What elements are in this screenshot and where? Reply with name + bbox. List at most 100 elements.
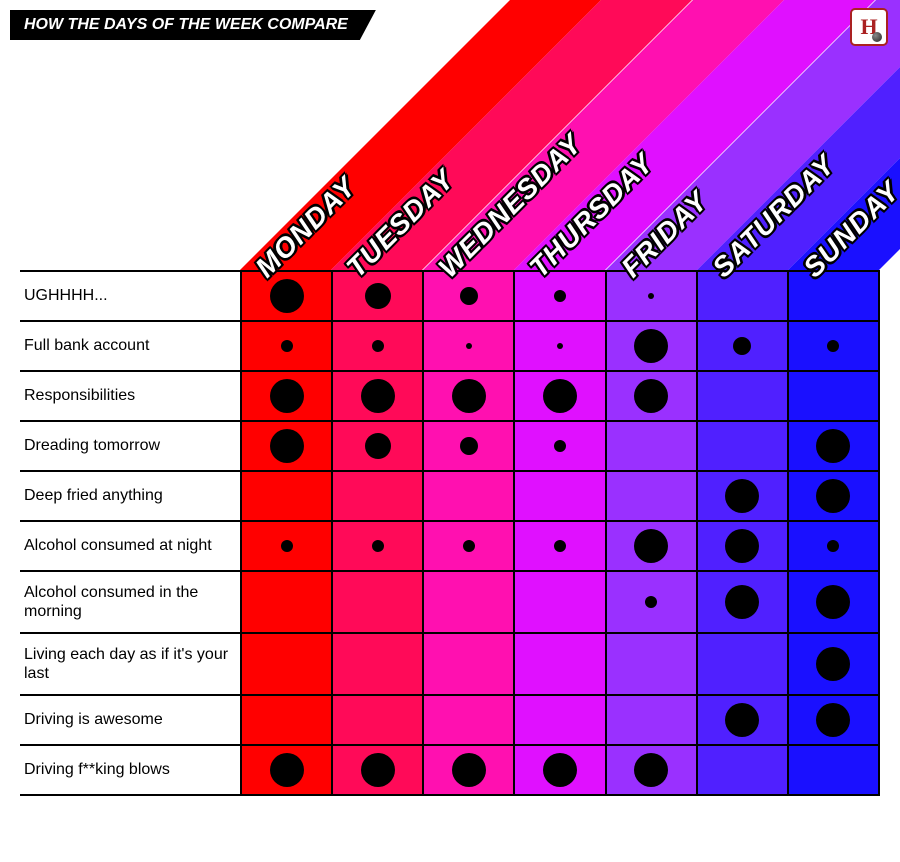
cell [696, 696, 787, 744]
cell [422, 272, 513, 320]
cell [696, 522, 787, 570]
cell [331, 472, 422, 520]
value-dot-icon [725, 529, 759, 563]
row-label: Living each day as if it's your last [20, 634, 240, 694]
table-row: Dreading tomorrow [20, 422, 880, 472]
row-label: Driving f**king blows [20, 746, 240, 794]
cell [513, 634, 604, 694]
cell [787, 272, 880, 320]
row-cells [240, 322, 880, 370]
value-dot-icon [816, 703, 850, 737]
value-dot-icon [645, 596, 657, 608]
cell [422, 472, 513, 520]
cell [331, 572, 422, 632]
brand-logo-dot-icon [872, 32, 882, 42]
cell [513, 522, 604, 570]
cell [331, 272, 422, 320]
cell [605, 472, 696, 520]
cell [240, 422, 331, 470]
row-label: Dreading tomorrow [20, 422, 240, 470]
brand-logo: H [850, 8, 888, 46]
cell [240, 272, 331, 320]
cell [605, 696, 696, 744]
cell [787, 322, 880, 370]
cell [240, 522, 331, 570]
cell [605, 746, 696, 794]
cell [605, 322, 696, 370]
value-dot-icon [466, 343, 472, 349]
row-cells [240, 522, 880, 570]
cell [696, 472, 787, 520]
row-cells [240, 634, 880, 694]
value-dot-icon [372, 540, 384, 552]
cell [696, 746, 787, 794]
value-dot-icon [725, 479, 759, 513]
cell [240, 696, 331, 744]
row-label: Alcohol consumed at night [20, 522, 240, 570]
row-label: Deep fried anything [20, 472, 240, 520]
cell [696, 572, 787, 632]
value-dot-icon [827, 540, 839, 552]
cell [787, 634, 880, 694]
cell [422, 634, 513, 694]
table-row: Living each day as if it's your last [20, 634, 880, 696]
value-dot-icon [365, 283, 391, 309]
value-dot-icon [270, 429, 304, 463]
table-row: Driving f**king blows [20, 746, 880, 796]
value-dot-icon [816, 585, 850, 619]
value-dot-icon [557, 343, 563, 349]
cell [787, 746, 880, 794]
value-dot-icon [460, 287, 478, 305]
value-dot-icon [270, 379, 304, 413]
cell [787, 572, 880, 632]
cell [513, 422, 604, 470]
cell [787, 472, 880, 520]
cell [513, 322, 604, 370]
row-cells [240, 696, 880, 744]
cell [331, 422, 422, 470]
row-cells [240, 572, 880, 632]
value-dot-icon [554, 290, 566, 302]
cell [696, 634, 787, 694]
table-row: Alcohol consumed in the morning [20, 572, 880, 634]
cell [240, 322, 331, 370]
value-dot-icon [281, 340, 293, 352]
value-dot-icon [365, 433, 391, 459]
cell [513, 696, 604, 744]
value-dot-icon [634, 529, 668, 563]
cell [787, 696, 880, 744]
cell [422, 696, 513, 744]
cell [422, 322, 513, 370]
cell [422, 522, 513, 570]
cell [240, 572, 331, 632]
cell [331, 746, 422, 794]
cell [331, 372, 422, 420]
value-dot-icon [361, 753, 395, 787]
row-cells [240, 746, 880, 794]
value-dot-icon [816, 647, 850, 681]
cell [422, 746, 513, 794]
value-dot-icon [816, 479, 850, 513]
cell [422, 572, 513, 632]
cell [605, 422, 696, 470]
value-dot-icon [816, 429, 850, 463]
value-dot-icon [725, 585, 759, 619]
row-label: Alcohol consumed in the morning [20, 572, 240, 632]
table-row: Deep fried anything [20, 472, 880, 522]
cell [787, 522, 880, 570]
cell [422, 372, 513, 420]
value-dot-icon [372, 340, 384, 352]
cell [696, 372, 787, 420]
row-cells [240, 372, 880, 420]
table-row: Driving is awesome [20, 696, 880, 746]
cell [696, 422, 787, 470]
comparison-chart: MONDAYTUESDAYWEDNESDAYTHURSDAYFRIDAYSATU… [0, 0, 900, 862]
value-dot-icon [648, 293, 654, 299]
cell [696, 322, 787, 370]
table-row: Full bank account [20, 322, 880, 372]
chart-table: UGHHHH...Full bank accountResponsibiliti… [20, 270, 880, 796]
value-dot-icon [634, 329, 668, 363]
cell [331, 634, 422, 694]
value-dot-icon [733, 337, 751, 355]
row-label: Driving is awesome [20, 696, 240, 744]
